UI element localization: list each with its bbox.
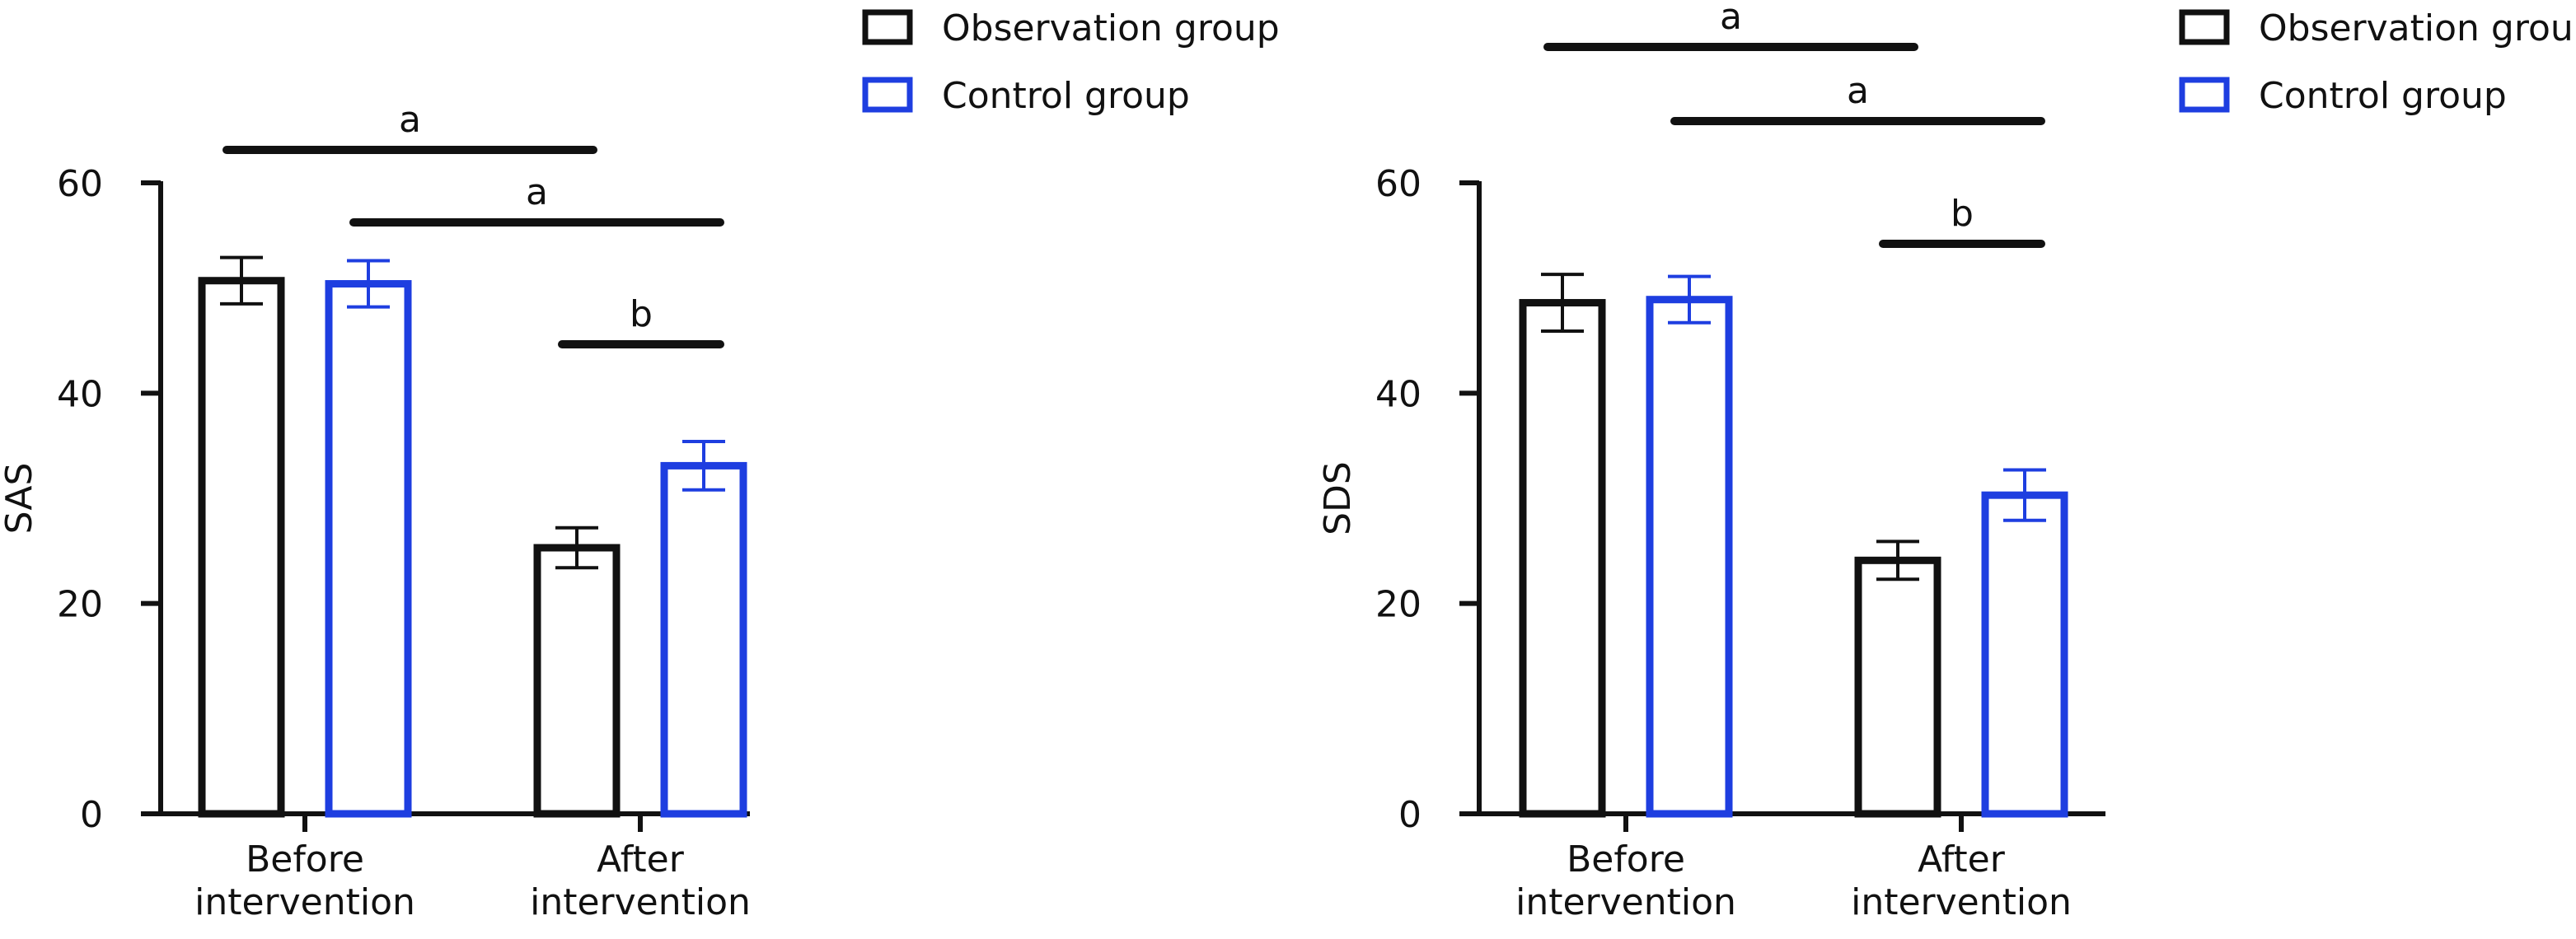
significance-label: a <box>1847 70 1869 112</box>
significance-bracket: a <box>1670 70 2045 125</box>
y-tick-label: 20 <box>1375 584 1421 626</box>
y-tick-label: 0 <box>80 794 103 836</box>
y-tick-label: 40 <box>1375 373 1421 415</box>
legend-swatch <box>862 9 913 45</box>
y-tick-label: 20 <box>57 584 103 626</box>
significance-bracket: a <box>222 99 597 154</box>
legend-label: Control group <box>942 75 1190 117</box>
bar-control-before <box>325 280 412 818</box>
category-label: After intervention <box>1851 839 2072 923</box>
significance-label: a <box>399 99 421 141</box>
y-tick-label: 60 <box>57 163 103 205</box>
significance-bracket: b <box>558 293 724 348</box>
error-bar <box>1541 273 1584 334</box>
legend: Observation group Control group <box>2179 7 2576 117</box>
bar-control-after <box>1981 491 2068 818</box>
bar-observation-after <box>533 544 621 818</box>
category-label: Before intervention <box>1515 839 1736 923</box>
significance-label: a <box>526 171 548 213</box>
legend-label: Control group <box>2259 75 2507 117</box>
significance-bracket: b <box>1879 193 2045 248</box>
error-bar <box>220 255 263 306</box>
bar-control-after <box>660 461 747 818</box>
bar-control-before <box>1646 296 1733 818</box>
error-bar <box>2003 468 2046 522</box>
legend-swatch <box>2179 9 2230 45</box>
significance-label: b <box>630 293 653 335</box>
sds-panel: 0 20 40 60 SDS Before intervention After interve… <box>1317 0 2576 923</box>
legend-swatch <box>2179 77 2230 113</box>
bar-observation-before <box>1519 299 1606 818</box>
significance-bracket: a <box>349 171 724 227</box>
y-tick-label: 0 <box>1398 794 1421 836</box>
significance-bracket: a <box>1543 0 1918 51</box>
sas-axis-title: SAS <box>0 463 40 535</box>
error-bar <box>1668 274 1711 325</box>
sds-axis-title: SDS <box>1317 461 1359 535</box>
error-bar <box>682 440 725 492</box>
bar-observation-before <box>198 277 285 818</box>
significance-label: b <box>1951 193 1974 235</box>
error-bar <box>555 526 598 570</box>
error-bar <box>347 259 390 309</box>
category-label: After intervention <box>530 839 751 923</box>
legend-swatch <box>862 77 913 113</box>
y-tick-label: 60 <box>1375 163 1421 205</box>
legend-label: Observation group <box>2259 7 2576 49</box>
y-tick-label: 40 <box>57 373 103 415</box>
error-bar <box>1876 540 1919 582</box>
significance-label: a <box>1720 0 1742 38</box>
category-label: Before intervention <box>194 839 415 923</box>
legend-label: Observation group <box>942 7 1280 49</box>
legend: Observation group Control group <box>862 7 1280 117</box>
bar-observation-after <box>1854 556 1941 818</box>
sas-panel: 0 20 40 60 SAS Before intervention After interve… <box>0 7 1280 923</box>
